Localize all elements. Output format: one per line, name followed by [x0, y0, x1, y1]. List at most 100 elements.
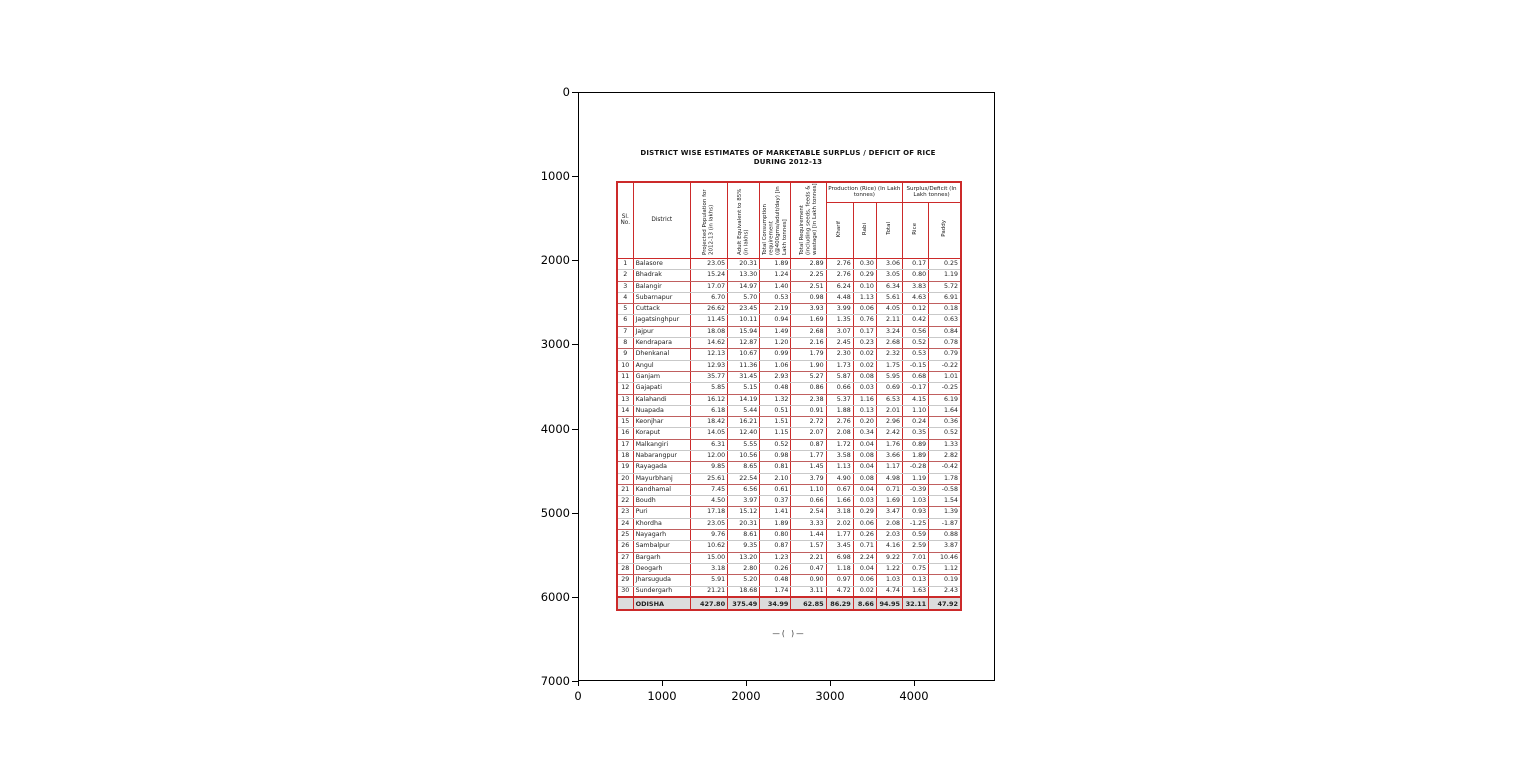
- cell-value: 0.48: [759, 574, 792, 587]
- col-header-adult-equivalent: Adult Equivalent to 85% (in lakhs): [727, 181, 761, 259]
- cell-value: 1.64: [928, 405, 962, 418]
- cell-value: 10.67: [727, 348, 761, 361]
- cell-value: 35.77: [689, 371, 729, 384]
- y-axis-tick-label: 2000: [540, 253, 570, 268]
- cell-value: 0.69: [875, 382, 904, 395]
- table-row: 12 Gajapati 5.85 5.15 0.48 0.86 0.66 0.03 0.69 -0…: [616, 382, 962, 395]
- cell-value: 5.55: [727, 439, 761, 452]
- cell-district: Sambalpur: [632, 540, 691, 553]
- cell-value: 0.87: [759, 540, 792, 553]
- cell-sl-no: 1: [616, 258, 634, 271]
- cell-district: Subarnapur: [632, 292, 691, 305]
- table-row: 30 Sundergarh 21.21 18.68 1.74 3.11 4.72 0.02 4.…: [616, 586, 962, 598]
- cell-value: 7.45: [689, 484, 729, 497]
- cell-value: 1.24: [759, 269, 792, 282]
- cell-value: 2.80: [727, 563, 761, 576]
- cell-value: 2.25: [790, 269, 827, 282]
- cell-value: 1.18: [825, 563, 854, 576]
- table-row: 16 Koraput 14.05 12.40 1.15 2.07 2.08 0.34 2.42 0…: [616, 427, 962, 440]
- cell-value: 25.61: [689, 473, 729, 485]
- cell-value: 15.12: [727, 506, 761, 519]
- cell-value: 0.78: [928, 337, 962, 350]
- cell-value: 17.07: [689, 281, 729, 293]
- cell-value: 2.54: [790, 506, 827, 519]
- cell-value: 12.13: [689, 348, 729, 361]
- cell-value: 1.63: [902, 586, 930, 598]
- cell-sl-no: 5: [616, 303, 634, 316]
- cell-value: 5.20: [727, 574, 761, 587]
- cell-value: -0.15: [902, 360, 930, 372]
- cell-sl-no: 11: [616, 371, 634, 384]
- cell-value: 0.68: [902, 371, 930, 384]
- cell-district: Cuttack: [632, 303, 691, 316]
- cell-value: 1.88: [825, 405, 854, 418]
- cell-value: 0.51: [759, 405, 792, 418]
- cell-value: 47.92: [928, 596, 962, 611]
- cell-value: 0.06: [852, 518, 877, 531]
- cell-value: 0.02: [852, 348, 877, 361]
- cell-value: 14.97: [727, 281, 761, 293]
- cell-district: Angul: [632, 360, 691, 372]
- cell-district: Ganjam: [632, 371, 691, 384]
- cell-value: 0.24: [902, 416, 930, 429]
- x-axis-tick-label: 3000: [815, 689, 845, 703]
- cell-sl-no: 27: [616, 552, 634, 564]
- cell-value: 1.76: [875, 439, 904, 452]
- cell-sl-no: 7: [616, 326, 634, 339]
- cell-value: 0.12: [902, 303, 930, 316]
- cell-value: 16.12: [689, 394, 729, 406]
- y-axis-tick-label: 1000: [540, 169, 570, 184]
- cell-value: 1.22: [875, 563, 904, 576]
- cell-value: 1.40: [759, 281, 792, 293]
- cell-value: 1.69: [790, 314, 827, 327]
- cell-value: 23.05: [689, 258, 729, 271]
- cell-value: 1.79: [790, 348, 827, 361]
- cell-value: 5.70: [727, 292, 761, 305]
- cell-value: 62.85: [790, 596, 827, 611]
- cell-value: 5.87: [825, 371, 854, 384]
- cell-value: 1.57: [790, 540, 827, 553]
- cell-value: -0.39: [902, 484, 930, 497]
- table-row: 1 Balasore 23.05 20.31 1.89 2.89 2.76 0.30 3.06 0…: [616, 258, 962, 271]
- cell-value: 10.62: [689, 540, 729, 553]
- cell-value: 0.81: [759, 461, 792, 474]
- x-axis-tick-label: 2000: [731, 689, 761, 703]
- cell-value: 20.31: [727, 258, 761, 271]
- table-row: 4 Subarnapur 6.70 5.70 0.53 0.98 4.48 1.13 5.61 4…: [616, 292, 962, 305]
- cell-sl-no: [616, 596, 634, 611]
- cell-value: 0.04: [852, 439, 877, 452]
- y-axis-tick-mark: [572, 260, 578, 262]
- cell-value: 8.61: [727, 529, 761, 542]
- cell-value: 0.52: [928, 427, 962, 440]
- cell-value: 2.96: [875, 416, 904, 429]
- cell-value: 0.42: [902, 314, 930, 327]
- cell-value: 0.71: [875, 484, 904, 497]
- cell-value: 0.79: [928, 348, 962, 361]
- cell-value: 1.49: [759, 326, 792, 339]
- cell-value: 10.56: [727, 450, 761, 463]
- cell-value: 0.84: [928, 326, 962, 339]
- x-axis-tick-mark: [662, 681, 663, 686]
- cell-value: 2.43: [928, 586, 962, 598]
- cell-value: 3.93: [790, 303, 827, 316]
- cell-value: 1.13: [825, 461, 854, 474]
- cell-value: 0.37: [759, 495, 792, 508]
- y-axis-tick-label: 7000: [540, 673, 570, 688]
- cell-value: 3.24: [875, 326, 904, 339]
- cell-value: 3.47: [875, 506, 904, 519]
- cell-value: 0.97: [825, 574, 854, 587]
- table-row: 15 Keonjhar 18.42 16.21 1.51 2.72 2.76 0.20 2.96…: [616, 416, 962, 429]
- cell-district: Jagatsinghpur: [632, 314, 691, 327]
- cell-value: 6.56: [727, 484, 761, 497]
- cell-value: 1.01: [928, 371, 962, 384]
- cell-value: 0.29: [852, 269, 877, 282]
- cell-sl-no: 13: [616, 394, 634, 406]
- table-row: 17 Malkangiri 6.31 5.55 0.52 0.87 1.72 0.04 1.76…: [616, 439, 962, 452]
- x-axis-tick-mark: [746, 681, 747, 686]
- cell-value: 1.20: [759, 337, 792, 350]
- cell-value: 2.30: [825, 348, 854, 361]
- cell-value: 0.94: [759, 314, 792, 327]
- cell-value: -0.17: [902, 382, 930, 395]
- cell-value: -0.25: [928, 382, 962, 395]
- cell-value: 2.76: [825, 258, 854, 271]
